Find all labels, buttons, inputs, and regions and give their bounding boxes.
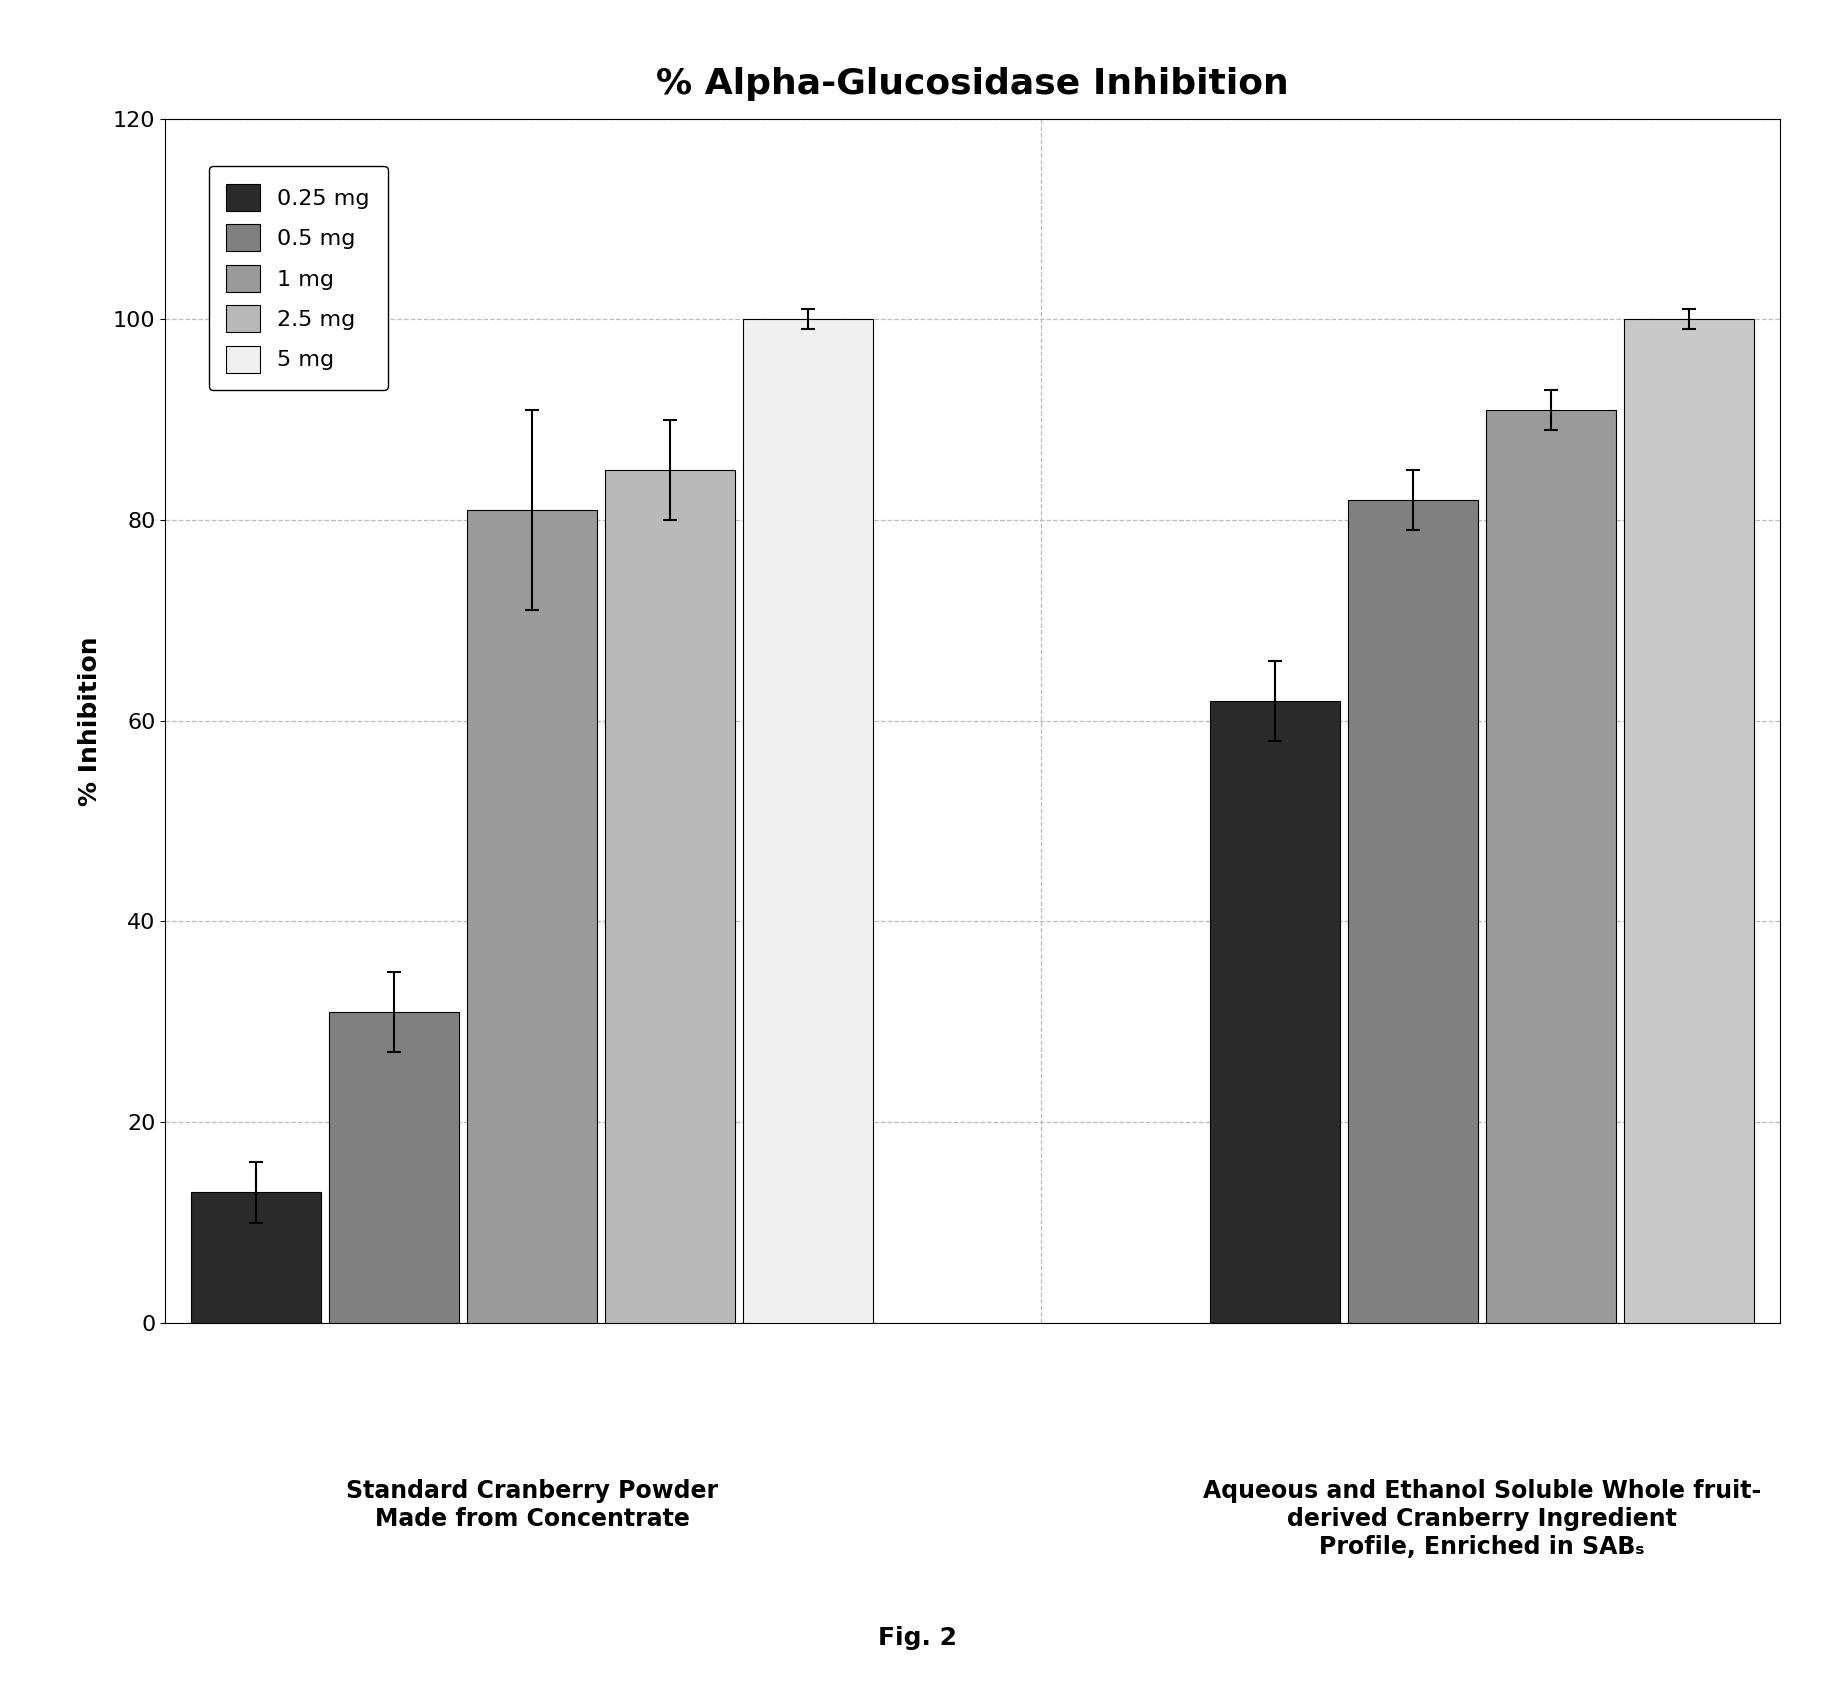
Text: Fig. 2: Fig. 2: [877, 1626, 958, 1650]
Bar: [191, 1192, 321, 1323]
Bar: [328, 1013, 459, 1323]
Title: % Alpha-Glucosidase Inhibition: % Alpha-Glucosidase Inhibition: [657, 66, 1288, 100]
Bar: [1349, 500, 1479, 1323]
Legend: 0.25 mg, 0.5 mg, 1 mg, 2.5 mg, 5 mg: 0.25 mg, 0.5 mg, 1 mg, 2.5 mg, 5 mg: [209, 166, 387, 390]
Text: Standard Cranberry Powder
Made from Concentrate: Standard Cranberry Powder Made from Conc…: [347, 1479, 717, 1531]
Bar: [1624, 319, 1754, 1323]
Bar: [743, 319, 873, 1323]
Bar: [1486, 410, 1617, 1323]
Bar: [1209, 700, 1340, 1323]
Bar: [466, 510, 596, 1323]
Bar: [606, 470, 736, 1323]
Text: Aqueous and Ethanol Soluble Whole fruit-
derived Cranberry Ingredient
Profile, E: Aqueous and Ethanol Soluble Whole fruit-…: [1202, 1479, 1762, 1559]
Y-axis label: % Inhibition: % Inhibition: [77, 636, 101, 806]
